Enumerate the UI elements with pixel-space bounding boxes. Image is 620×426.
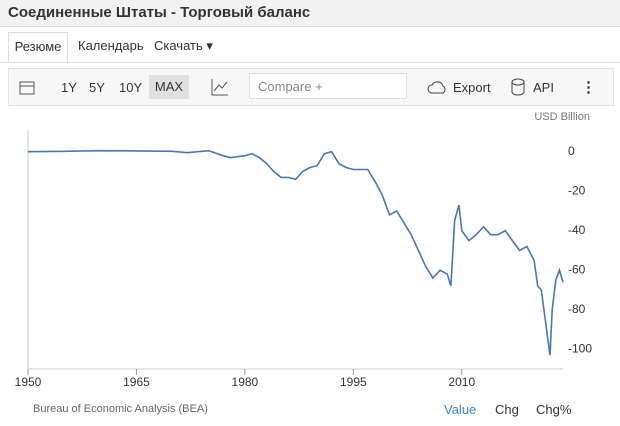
x-tick-label: 1950 xyxy=(15,375,42,386)
mode-button[interactable]: Chg xyxy=(495,402,519,417)
y-tick-label: -80 xyxy=(568,302,586,316)
data-line xyxy=(27,149,564,356)
x-tick-label: 1995 xyxy=(340,375,367,386)
range-button[interactable]: 5Y xyxy=(89,80,105,95)
source: Bureau of Economic Analysis (BEA) xyxy=(33,403,208,415)
more-menu[interactable]: ⋮ xyxy=(581,79,596,96)
mode-button[interactable]: Value xyxy=(444,402,477,417)
calendar-icon[interactable] xyxy=(19,79,35,95)
tab[interactable]: Резюме xyxy=(8,32,68,63)
chart: USD Billion 0 -20 -40 -60 -80 -100 1950 1965 198… xyxy=(15,111,593,386)
range-button[interactable]: MAX xyxy=(149,75,189,99)
y-tick-label: -40 xyxy=(568,223,586,237)
chart-type-icon[interactable] xyxy=(211,78,229,96)
header: Соединенные Штаты - Торговый баланс xyxy=(0,0,620,27)
tab[interactable]: Календарь xyxy=(78,38,144,53)
range-button[interactable]: 10Y xyxy=(119,80,143,95)
y-tick-label: 0 xyxy=(568,144,575,158)
mode-button[interactable]: Chg% xyxy=(536,402,572,417)
api-icon xyxy=(511,78,525,96)
page-title: Соединенные Штаты - Торговый баланс xyxy=(8,4,311,21)
tab-label: Скачать xyxy=(154,38,203,53)
export-icon xyxy=(427,81,446,94)
x-tick-label: 1980 xyxy=(232,375,259,386)
range-button[interactable]: 1Y xyxy=(61,80,77,95)
export-button[interactable]: Export xyxy=(453,80,491,95)
y-tick-label: -20 xyxy=(568,183,586,197)
x-tick-label: 2010 xyxy=(448,375,475,386)
api-button[interactable]: API xyxy=(533,80,554,95)
x-tick-label: 1965 xyxy=(123,375,150,386)
toolbar: 1Y 5Y 10Y MAX Compare + Export API ⋮ xyxy=(8,68,614,106)
divider xyxy=(0,62,620,63)
y-tick-label: -60 xyxy=(568,262,586,276)
y-axis-unit: USD Billion xyxy=(534,111,590,123)
y-tick-label: -100 xyxy=(568,341,592,355)
compare-input[interactable]: Compare + xyxy=(249,73,407,99)
tab[interactable]: Скачать ▾ xyxy=(154,38,213,53)
